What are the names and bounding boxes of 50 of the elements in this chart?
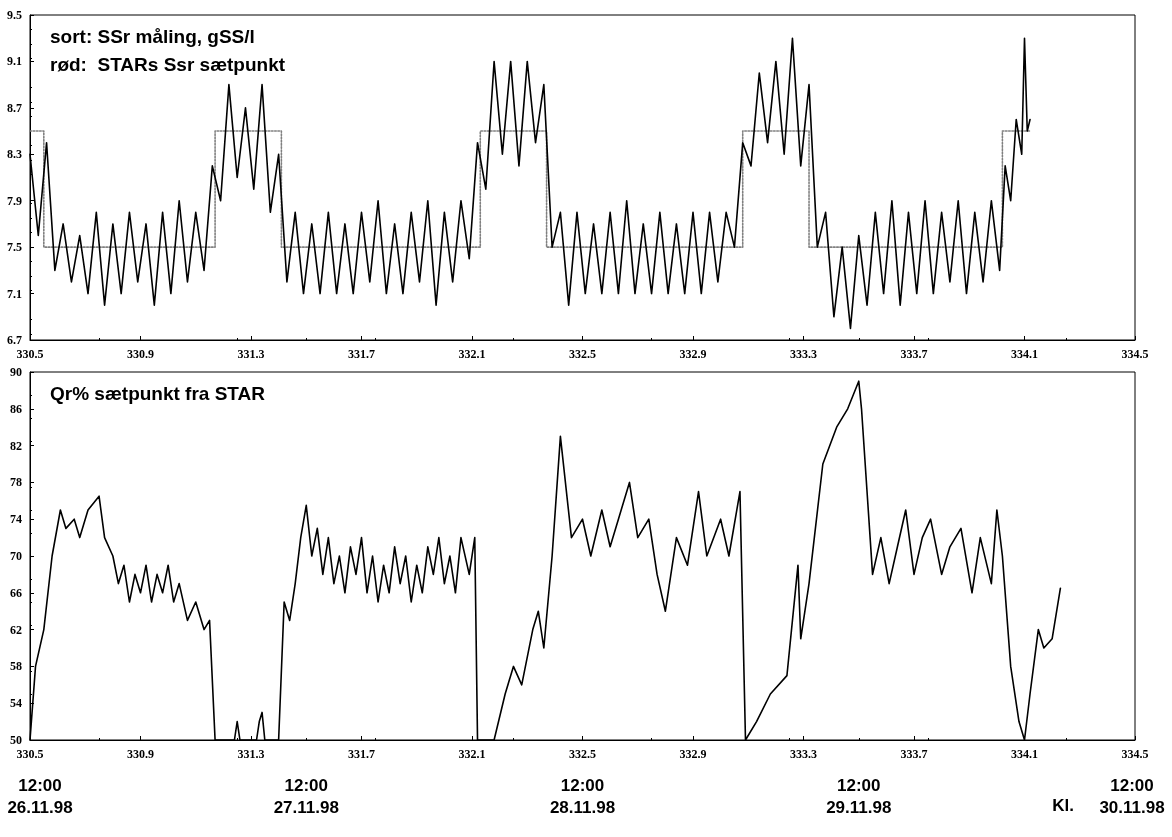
x-tick-label: 331.3 [237,747,265,761]
text: 12:00 27.11.98 [273,775,339,817]
y-tick-label: 70 [10,549,22,563]
y-tick-label: 66 [10,585,22,600]
y-tick-label: 62 [10,622,22,637]
text: 12:00 28.11.98 [549,775,616,817]
y-tick-label: 6.7 [7,333,22,347]
y-tick-label: 78 [10,475,22,490]
x-tick-label: 332.9 [679,747,707,761]
y-tick-label: 8.3 [7,147,22,162]
text: 12:00 26.11.98 [7,775,73,817]
annotation: Qr% sætpunkt fra STAR [50,383,266,404]
x-tick-label: 333.7 [900,347,928,361]
x-tick-label: 330.9 [127,747,154,761]
y-tick-label: 90 [10,365,22,379]
y-tick-label: 54 [10,696,22,711]
x-tick-label: 332.1 [458,747,486,761]
x-tick-label: 331.3 [237,347,265,361]
x-tick-label: 333.3 [790,347,817,361]
annotation: sort: SSr måling, gSS/l [50,26,255,47]
y-tick-label: 58 [10,659,22,674]
y-tick-label: 9.5 [7,8,22,22]
x-tick-label: 332.1 [458,347,486,361]
text: 12:00 30.11.98 [1099,775,1165,817]
annotation: rød: STARs Ssr sætpunkt [50,54,286,75]
x-tick-label: 334.1 [1011,747,1038,761]
x-tick-label: 330.9 [127,347,154,361]
x-tick-label: 331.7 [348,747,375,761]
y-tick-label: 9.1 [7,54,22,69]
x-tick-label: 332.9 [679,347,707,361]
y-tick-label: 7.9 [7,193,22,208]
x-tick-label: 334.1 [1011,347,1038,361]
x-tick-label: 330.5 [16,347,44,361]
x-tick-label: 330.5 [16,747,44,761]
y-tick-label: 86 [10,401,22,416]
text: 12:00 29.11.98 [826,775,892,817]
x-tick-label: 331.7 [348,347,375,361]
y-tick-label: 74 [10,512,22,527]
text: Kl. [1052,795,1075,815]
y-tick-label: 8.7 [7,100,22,115]
x-tick-label: 333.7 [900,747,928,761]
x-tick-label: 333.3 [790,747,817,761]
x-tick-label: 334.5 [1121,347,1149,361]
y-tick-label: 50 [10,733,22,747]
x-tick-label: 332.5 [569,747,596,761]
y-tick-label: 7.1 [7,286,22,301]
y-tick-label: 82 [10,438,22,453]
y-tick-label: 7.5 [7,240,22,255]
x-tick-label: 332.5 [569,347,596,361]
x-tick-label: 334.5 [1121,747,1149,761]
